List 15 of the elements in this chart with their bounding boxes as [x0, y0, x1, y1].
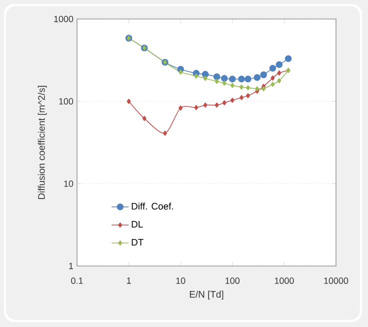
y-tick-label: 1	[69, 262, 74, 270]
y-tick-label: 1000	[54, 16, 74, 22]
x-tick-label: 1	[126, 278, 131, 284]
x-tick-label: 100	[226, 278, 240, 284]
y-tick-label: 100	[59, 98, 74, 105]
x-tick-label: 0.1	[71, 278, 83, 284]
x-tick-label: 10000	[324, 278, 348, 284]
legend-label: DT	[132, 238, 144, 246]
y-tick-label: 10	[64, 180, 74, 187]
legend-label: Diff. Coef.	[132, 202, 173, 210]
y-axis-title: Diffusion coefficient [m^2/s]	[38, 86, 47, 200]
x-tick-label: 1000	[274, 278, 294, 284]
x-axis-title: E/N [Td]	[190, 290, 224, 300]
legend-label: DL	[132, 221, 143, 228]
x-tick-label: 10	[176, 278, 186, 284]
